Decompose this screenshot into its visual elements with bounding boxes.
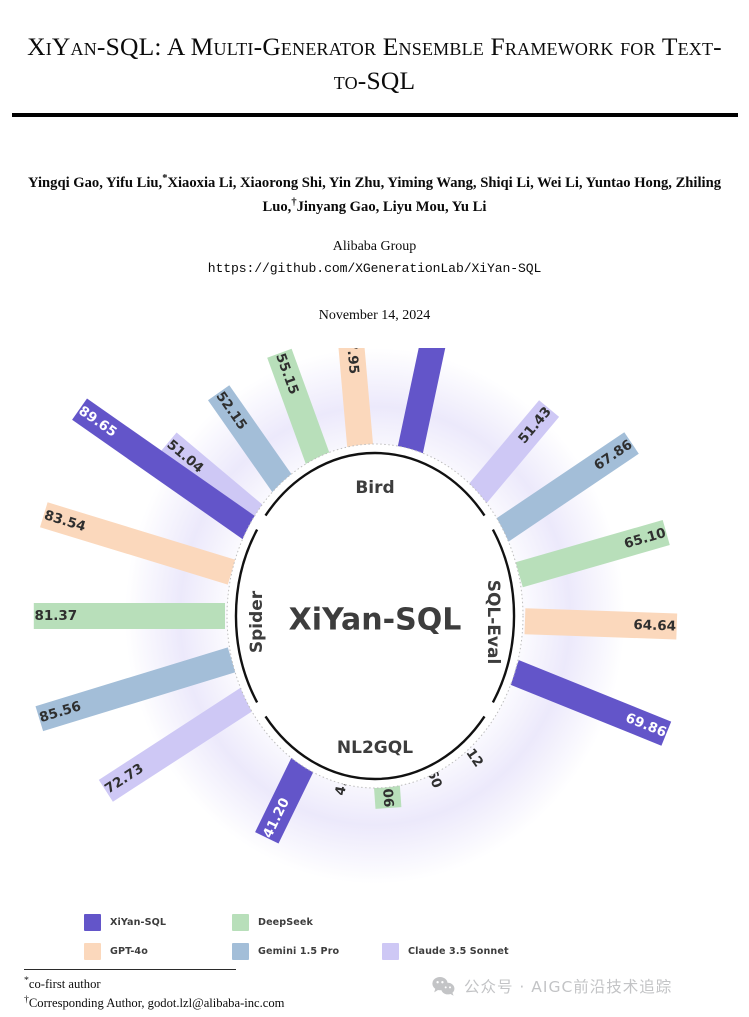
legend-label-claude-35-sonnet: Claude 3.5 Sonnet: [408, 946, 509, 957]
affiliation-name: Alibaba Group: [332, 239, 417, 254]
page-title: XiYan-SQL: A Multi-Generator Ensemble Fr…: [27, 32, 722, 95]
repository-url[interactable]: https://github.com/XGenerationLab/XiYan-…: [207, 261, 542, 276]
center-dotted-ring: [226, 443, 524, 789]
group-label-bird: Bird: [355, 478, 394, 498]
radial-bar[interactable]: 65.10: [515, 520, 670, 588]
center-arc: [264, 451, 486, 517]
chart-center-label: XiYan-SQL: [289, 603, 462, 638]
radial-bar[interactable]: 57.95: [337, 348, 375, 468]
title-divider: [12, 113, 738, 117]
group-label-sql-eval: SQL-Eval: [483, 580, 503, 665]
legend-swatch-claude-35-sonnet: [382, 943, 399, 960]
center-arc: [264, 715, 486, 781]
legend-label-gpt-4o: GPT-4o: [110, 946, 148, 957]
chart-legend: XiYan-SQL DeepSeek GPT-4o Gemini 1.5 Pro…: [84, 908, 509, 966]
legend-item-gpt-4o[interactable]: GPT-4o: [84, 943, 232, 960]
author-line-1b: Xiaoxia Li, Xiaorong Shi, Yin Zhu, Yimin…: [167, 175, 672, 191]
legend-swatch-gemini-15-pro: [232, 943, 249, 960]
radial-bars: 51.0452.1555.1557.9572.2351.4367.8665.10…: [33, 348, 678, 844]
author-line-2b: Jinyang Gao, Liyu Mou, Yu Li: [296, 198, 487, 215]
radial-bar[interactable]: 72.23: [393, 348, 455, 472]
bar-value-label: 81.37: [34, 608, 77, 624]
publication-date: November 14, 2024: [318, 308, 431, 323]
legend-item-claude-35-sonnet[interactable]: Claude 3.5 Sonnet: [382, 943, 509, 960]
radial-chart-stage: 51.0452.1555.1557.9572.2351.4367.8665.10…: [22, 348, 728, 893]
footnotes: *co-first author †Corresponding Author, …: [24, 975, 444, 1013]
watermark-text: 公众号 · AIGC前沿技术追踪: [464, 978, 673, 996]
author-line-1a: Yingqi Gao, Yifu Liu,: [27, 175, 163, 191]
affiliation: Alibaba Group https://github.com/XGenera…: [24, 236, 725, 279]
author-list: Yingqi Gao, Yifu Liu,*Xiaoxia Li, Xiaoro…: [24, 172, 725, 219]
group-label-nl2gql: NL2GQL: [337, 738, 413, 758]
footnote-corresponding-author-text: Corresponding Author, godot.lzl@alibaba-…: [28, 996, 285, 1011]
footnote-co-first-author-text: co-first author: [28, 977, 101, 991]
radial-bar[interactable]: 64.64: [524, 608, 678, 640]
legend-label-xiyan-sql: XiYan-SQL: [110, 917, 167, 928]
legend-label-gemini-15-pro: Gemini 1.5 Pro: [258, 946, 340, 957]
legend-swatch-deepseek: [232, 914, 249, 931]
corresponding-author-marker: †: [291, 196, 297, 208]
bar-value-label: 57.95: [342, 348, 362, 375]
legend-item-gemini-15-pro[interactable]: Gemini 1.5 Pro: [232, 943, 382, 960]
legend-item-xiyan-sql[interactable]: XiYan-SQL: [84, 914, 232, 931]
footnote-corresponding-author: †Corresponding Author, godot.lzl@alibaba…: [24, 994, 444, 1013]
co-first-author-marker: *: [162, 173, 168, 185]
radial-chart-svg: 51.0452.1555.1557.9572.2351.4367.8665.10…: [33, 348, 678, 884]
footnote-star-marker: *: [24, 974, 29, 986]
legend-item-deepseek[interactable]: DeepSeek: [232, 914, 382, 931]
wechat-watermark: 公众号 · AIGC前沿技术追踪: [432, 975, 672, 997]
footnote-co-first-author: *co-first author: [24, 975, 444, 994]
bar-value-label: 64.64: [633, 617, 676, 634]
group-label-spider: Spider: [247, 590, 267, 653]
legend-swatch-xiyan-sql: [84, 914, 101, 931]
legend-label-deepseek: DeepSeek: [258, 917, 313, 928]
legend-swatch-gpt-4o: [84, 943, 101, 960]
radial-bar[interactable]: 81.37: [33, 603, 225, 629]
center-arc: [491, 529, 516, 703]
author-line-2a: Zhiling Luo,: [262, 175, 721, 215]
center-arc: [234, 529, 259, 703]
footnote-divider: [24, 969, 236, 970]
radial-bar-chart: 51.0452.1555.1557.9572.2351.4367.8665.10…: [22, 348, 728, 893]
footnote-dagger-marker: †: [24, 993, 29, 1005]
wechat-icon: [432, 977, 455, 996]
